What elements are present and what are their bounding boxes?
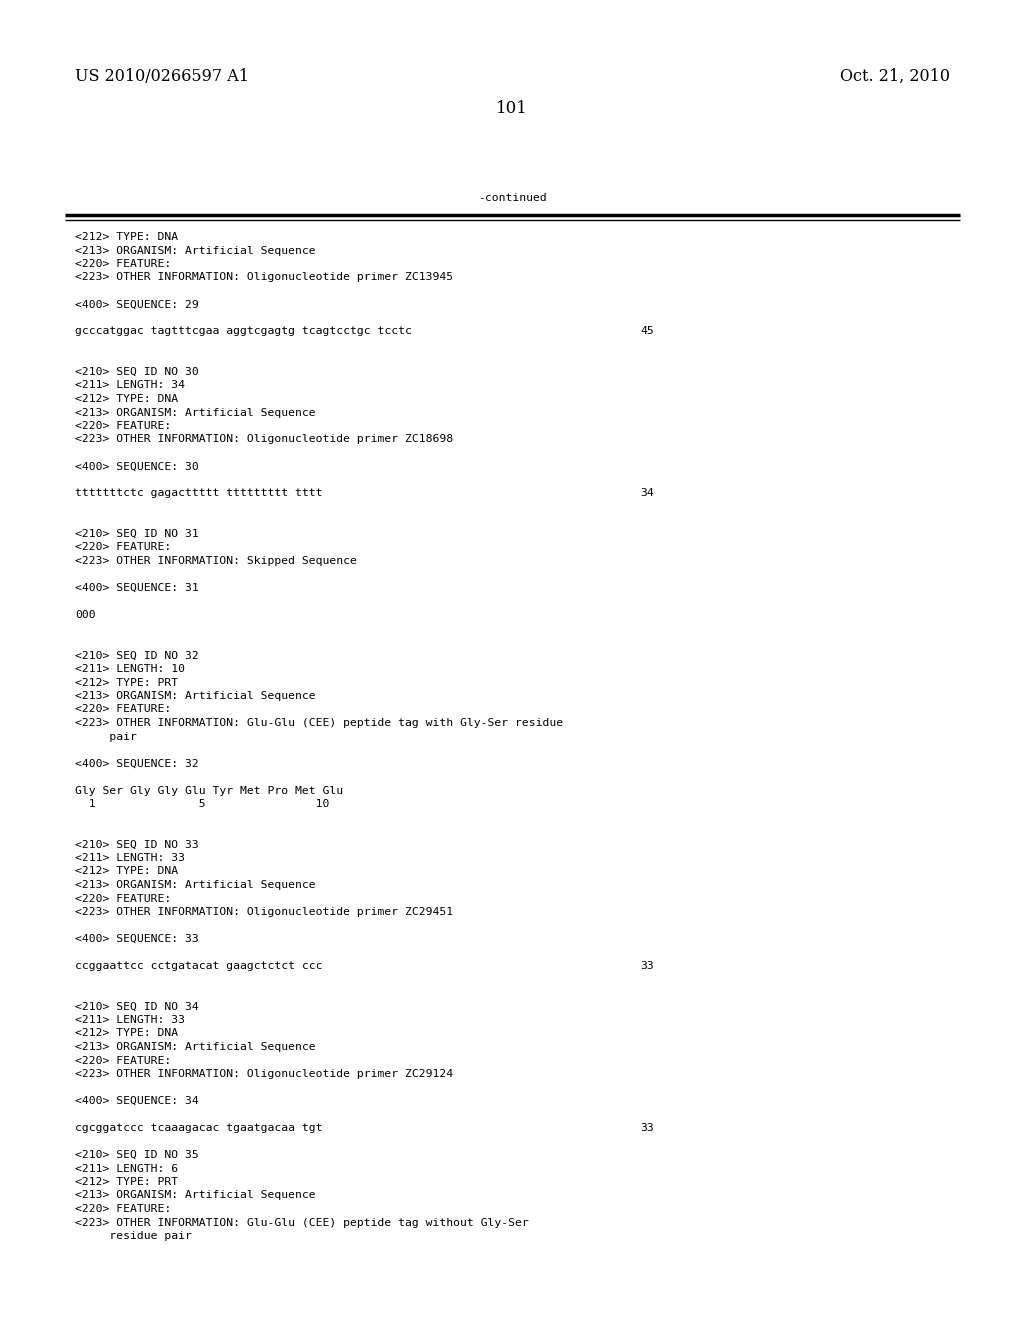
Text: <211> LENGTH: 33: <211> LENGTH: 33 bbox=[75, 1015, 185, 1026]
Text: <212> TYPE: DNA: <212> TYPE: DNA bbox=[75, 232, 178, 242]
Text: <210> SEQ ID NO 32: <210> SEQ ID NO 32 bbox=[75, 651, 199, 660]
Text: 45: 45 bbox=[640, 326, 653, 337]
Text: <210> SEQ ID NO 34: <210> SEQ ID NO 34 bbox=[75, 1002, 199, 1011]
Text: <400> SEQUENCE: 31: <400> SEQUENCE: 31 bbox=[75, 583, 199, 593]
Text: 33: 33 bbox=[640, 1123, 653, 1133]
Text: <223> OTHER INFORMATION: Oligonucleotide primer ZC29451: <223> OTHER INFORMATION: Oligonucleotide… bbox=[75, 907, 454, 917]
Text: <212> TYPE: PRT: <212> TYPE: PRT bbox=[75, 1177, 178, 1187]
Text: <220> FEATURE:: <220> FEATURE: bbox=[75, 259, 171, 269]
Text: 1               5                10: 1 5 10 bbox=[75, 799, 330, 809]
Text: <223> OTHER INFORMATION: Oligonucleotide primer ZC13945: <223> OTHER INFORMATION: Oligonucleotide… bbox=[75, 272, 454, 282]
Text: <220> FEATURE:: <220> FEATURE: bbox=[75, 543, 171, 553]
Text: <210> SEQ ID NO 31: <210> SEQ ID NO 31 bbox=[75, 529, 199, 539]
Text: Oct. 21, 2010: Oct. 21, 2010 bbox=[840, 69, 950, 84]
Text: -continued: -continued bbox=[477, 193, 547, 203]
Text: <213> ORGANISM: Artificial Sequence: <213> ORGANISM: Artificial Sequence bbox=[75, 880, 315, 890]
Text: tttttttctc gagacttttt ttttttttt tttt: tttttttctc gagacttttt ttttttttt tttt bbox=[75, 488, 323, 499]
Text: pair: pair bbox=[75, 731, 137, 742]
Text: <212> TYPE: PRT: <212> TYPE: PRT bbox=[75, 677, 178, 688]
Text: <210> SEQ ID NO 35: <210> SEQ ID NO 35 bbox=[75, 1150, 199, 1160]
Text: <210> SEQ ID NO 30: <210> SEQ ID NO 30 bbox=[75, 367, 199, 378]
Text: 000: 000 bbox=[75, 610, 95, 620]
Text: <213> ORGANISM: Artificial Sequence: <213> ORGANISM: Artificial Sequence bbox=[75, 690, 315, 701]
Text: cgcggatccc tcaaagacac tgaatgacaa tgt: cgcggatccc tcaaagacac tgaatgacaa tgt bbox=[75, 1123, 323, 1133]
Text: 33: 33 bbox=[640, 961, 653, 972]
Text: <220> FEATURE:: <220> FEATURE: bbox=[75, 1204, 171, 1214]
Text: <400> SEQUENCE: 30: <400> SEQUENCE: 30 bbox=[75, 462, 199, 471]
Text: 34: 34 bbox=[640, 488, 653, 499]
Text: <213> ORGANISM: Artificial Sequence: <213> ORGANISM: Artificial Sequence bbox=[75, 246, 315, 256]
Text: <212> TYPE: DNA: <212> TYPE: DNA bbox=[75, 393, 178, 404]
Text: <213> ORGANISM: Artificial Sequence: <213> ORGANISM: Artificial Sequence bbox=[75, 408, 315, 417]
Text: <211> LENGTH: 6: <211> LENGTH: 6 bbox=[75, 1163, 178, 1173]
Text: 101: 101 bbox=[496, 100, 528, 117]
Text: <400> SEQUENCE: 32: <400> SEQUENCE: 32 bbox=[75, 759, 199, 768]
Text: <220> FEATURE:: <220> FEATURE: bbox=[75, 1056, 171, 1065]
Text: <223> OTHER INFORMATION: Glu-Glu (CEE) peptide tag with Gly-Ser residue: <223> OTHER INFORMATION: Glu-Glu (CEE) p… bbox=[75, 718, 563, 729]
Text: <211> LENGTH: 33: <211> LENGTH: 33 bbox=[75, 853, 185, 863]
Text: <213> ORGANISM: Artificial Sequence: <213> ORGANISM: Artificial Sequence bbox=[75, 1041, 315, 1052]
Text: Gly Ser Gly Gly Glu Tyr Met Pro Met Glu: Gly Ser Gly Gly Glu Tyr Met Pro Met Glu bbox=[75, 785, 343, 796]
Text: <220> FEATURE:: <220> FEATURE: bbox=[75, 705, 171, 714]
Text: residue pair: residue pair bbox=[75, 1232, 191, 1241]
Text: <400> SEQUENCE: 33: <400> SEQUENCE: 33 bbox=[75, 935, 199, 944]
Text: gcccatggac tagtttcgaa aggtcgagtg tcagtcctgc tcctc: gcccatggac tagtttcgaa aggtcgagtg tcagtcc… bbox=[75, 326, 412, 337]
Text: <400> SEQUENCE: 34: <400> SEQUENCE: 34 bbox=[75, 1096, 199, 1106]
Text: ccggaattcc cctgatacat gaagctctct ccc: ccggaattcc cctgatacat gaagctctct ccc bbox=[75, 961, 323, 972]
Text: <210> SEQ ID NO 33: <210> SEQ ID NO 33 bbox=[75, 840, 199, 850]
Text: <223> OTHER INFORMATION: Glu-Glu (CEE) peptide tag without Gly-Ser: <223> OTHER INFORMATION: Glu-Glu (CEE) p… bbox=[75, 1217, 528, 1228]
Text: <223> OTHER INFORMATION: Oligonucleotide primer ZC18698: <223> OTHER INFORMATION: Oligonucleotide… bbox=[75, 434, 454, 445]
Text: <212> TYPE: DNA: <212> TYPE: DNA bbox=[75, 866, 178, 876]
Text: <211> LENGTH: 34: <211> LENGTH: 34 bbox=[75, 380, 185, 391]
Text: <400> SEQUENCE: 29: <400> SEQUENCE: 29 bbox=[75, 300, 199, 309]
Text: <212> TYPE: DNA: <212> TYPE: DNA bbox=[75, 1028, 178, 1039]
Text: <213> ORGANISM: Artificial Sequence: <213> ORGANISM: Artificial Sequence bbox=[75, 1191, 315, 1200]
Text: US 2010/0266597 A1: US 2010/0266597 A1 bbox=[75, 69, 249, 84]
Text: <220> FEATURE:: <220> FEATURE: bbox=[75, 894, 171, 903]
Text: <220> FEATURE:: <220> FEATURE: bbox=[75, 421, 171, 432]
Text: <223> OTHER INFORMATION: Oligonucleotide primer ZC29124: <223> OTHER INFORMATION: Oligonucleotide… bbox=[75, 1069, 454, 1078]
Text: <211> LENGTH: 10: <211> LENGTH: 10 bbox=[75, 664, 185, 675]
Text: <223> OTHER INFORMATION: Skipped Sequence: <223> OTHER INFORMATION: Skipped Sequenc… bbox=[75, 556, 357, 566]
